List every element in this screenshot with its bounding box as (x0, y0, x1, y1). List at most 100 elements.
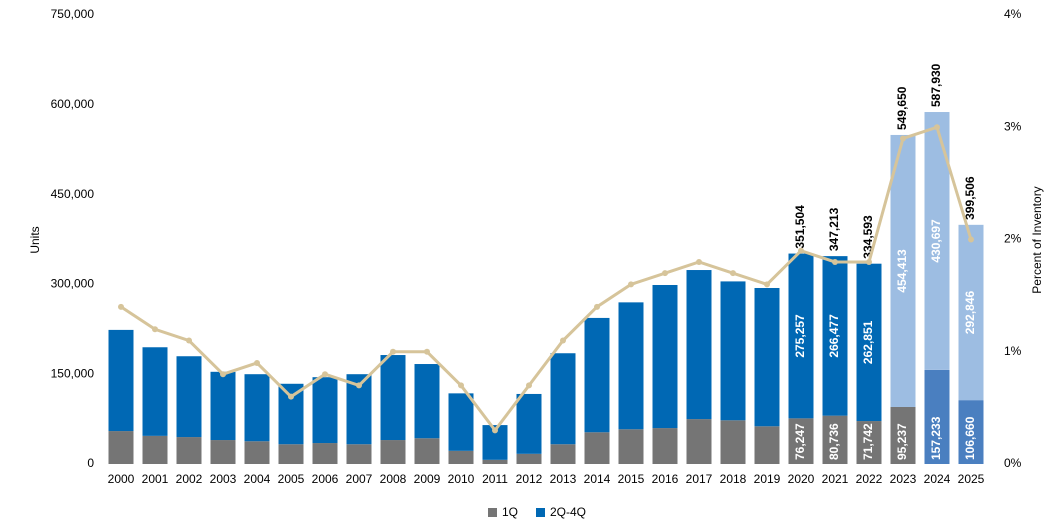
y-axis-title: Units (28, 226, 42, 253)
x-tick-label: 2021 (822, 472, 849, 486)
x-tick-label: 2008 (380, 472, 407, 486)
x-tick-label: 2017 (686, 472, 713, 486)
bar (550, 353, 576, 445)
bar (652, 284, 678, 429)
y-tick-label: 600,000 (51, 97, 95, 111)
line-point (696, 258, 702, 265)
y2-tick-label: 4% (1004, 7, 1022, 21)
bar (414, 438, 440, 464)
value-label: 80,736 (827, 423, 841, 460)
line-point (798, 247, 804, 254)
line-point (866, 258, 872, 265)
y2-tick-label: 3% (1004, 119, 1022, 133)
value-label: 292,846 (963, 290, 977, 334)
value-label: 266,477 (827, 314, 841, 358)
bar (312, 443, 338, 464)
bar (278, 383, 304, 445)
value-label: 76,247 (793, 423, 807, 460)
x-tick-label: 2010 (448, 472, 475, 486)
bar (210, 371, 236, 441)
line-point (390, 348, 396, 355)
bar (448, 393, 474, 451)
value-label: 106,660 (963, 416, 977, 460)
y2-tick-label: 2% (1004, 232, 1022, 246)
line-point (730, 270, 736, 277)
legend-label: 1Q (502, 505, 518, 519)
bar (312, 377, 338, 444)
legend-swatch (536, 508, 545, 517)
bar (108, 431, 134, 464)
bar (652, 428, 678, 464)
bar (448, 450, 474, 464)
x-tick-label: 2007 (346, 472, 373, 486)
y-tick-label: 150,000 (51, 366, 95, 380)
x-tick-label: 2000 (108, 472, 135, 486)
line-point (526, 382, 532, 389)
legend-label: 2Q-4Q (550, 505, 586, 519)
bar (856, 263, 882, 422)
bar (142, 435, 168, 464)
x-tick-label: 2003 (210, 472, 237, 486)
line-point (356, 382, 362, 389)
x-tick-label: 2011 (482, 472, 508, 486)
line-point (560, 337, 566, 344)
line-point (424, 348, 430, 355)
bar (482, 459, 508, 464)
value-label: 262,851 (861, 320, 875, 364)
line-point (458, 382, 464, 389)
value-label: 95,237 (895, 423, 909, 460)
bar (584, 317, 610, 433)
bar (346, 444, 372, 464)
bar (244, 441, 270, 464)
value-label: 275,257 (793, 314, 807, 358)
line-point (900, 135, 906, 142)
total-label: 549,650 (895, 86, 909, 130)
bar (788, 418, 814, 464)
line-point (628, 281, 634, 288)
bar (754, 287, 780, 427)
bar (278, 444, 304, 464)
value-label: 454,413 (895, 249, 909, 293)
bar (108, 329, 134, 432)
line-point (186, 337, 192, 344)
x-tick-label: 2012 (516, 472, 543, 486)
line-point (594, 303, 600, 310)
x-tick-label: 2024 (924, 472, 951, 486)
bar (380, 355, 406, 441)
line-point (832, 258, 838, 265)
x-tick-label: 2022 (856, 472, 883, 486)
line-point (118, 303, 124, 310)
bar (958, 224, 984, 401)
bar (516, 393, 542, 454)
x-tick-label: 2006 (312, 472, 339, 486)
x-tick-label: 2013 (550, 472, 577, 486)
line-point (322, 371, 328, 378)
x-tick-label: 2018 (720, 472, 747, 486)
value-label: 71,742 (861, 423, 875, 460)
x-tick-label: 2019 (754, 472, 781, 486)
bar (618, 302, 644, 430)
total-label: 347,213 (827, 207, 841, 251)
value-label: 430,697 (929, 219, 943, 263)
line-point (934, 124, 940, 131)
x-tick-label: 2016 (652, 472, 679, 486)
x-tick-label: 2020 (788, 472, 815, 486)
total-label: 351,504 (793, 205, 807, 249)
x-tick-label: 2023 (890, 472, 917, 486)
bar (244, 374, 270, 442)
bar (686, 419, 712, 464)
bar (414, 364, 440, 439)
y2-axis-title: Percent of Inventory (1030, 186, 1044, 293)
bar (176, 356, 202, 438)
bar (890, 134, 916, 407)
bar (516, 453, 542, 464)
bar (924, 369, 950, 464)
x-tick-label: 2001 (142, 472, 169, 486)
bar (856, 421, 882, 464)
bar (822, 415, 848, 464)
bar (210, 440, 236, 464)
line-point (968, 236, 974, 243)
line-point (254, 359, 260, 366)
y2-tick-label: 1% (1004, 344, 1022, 358)
